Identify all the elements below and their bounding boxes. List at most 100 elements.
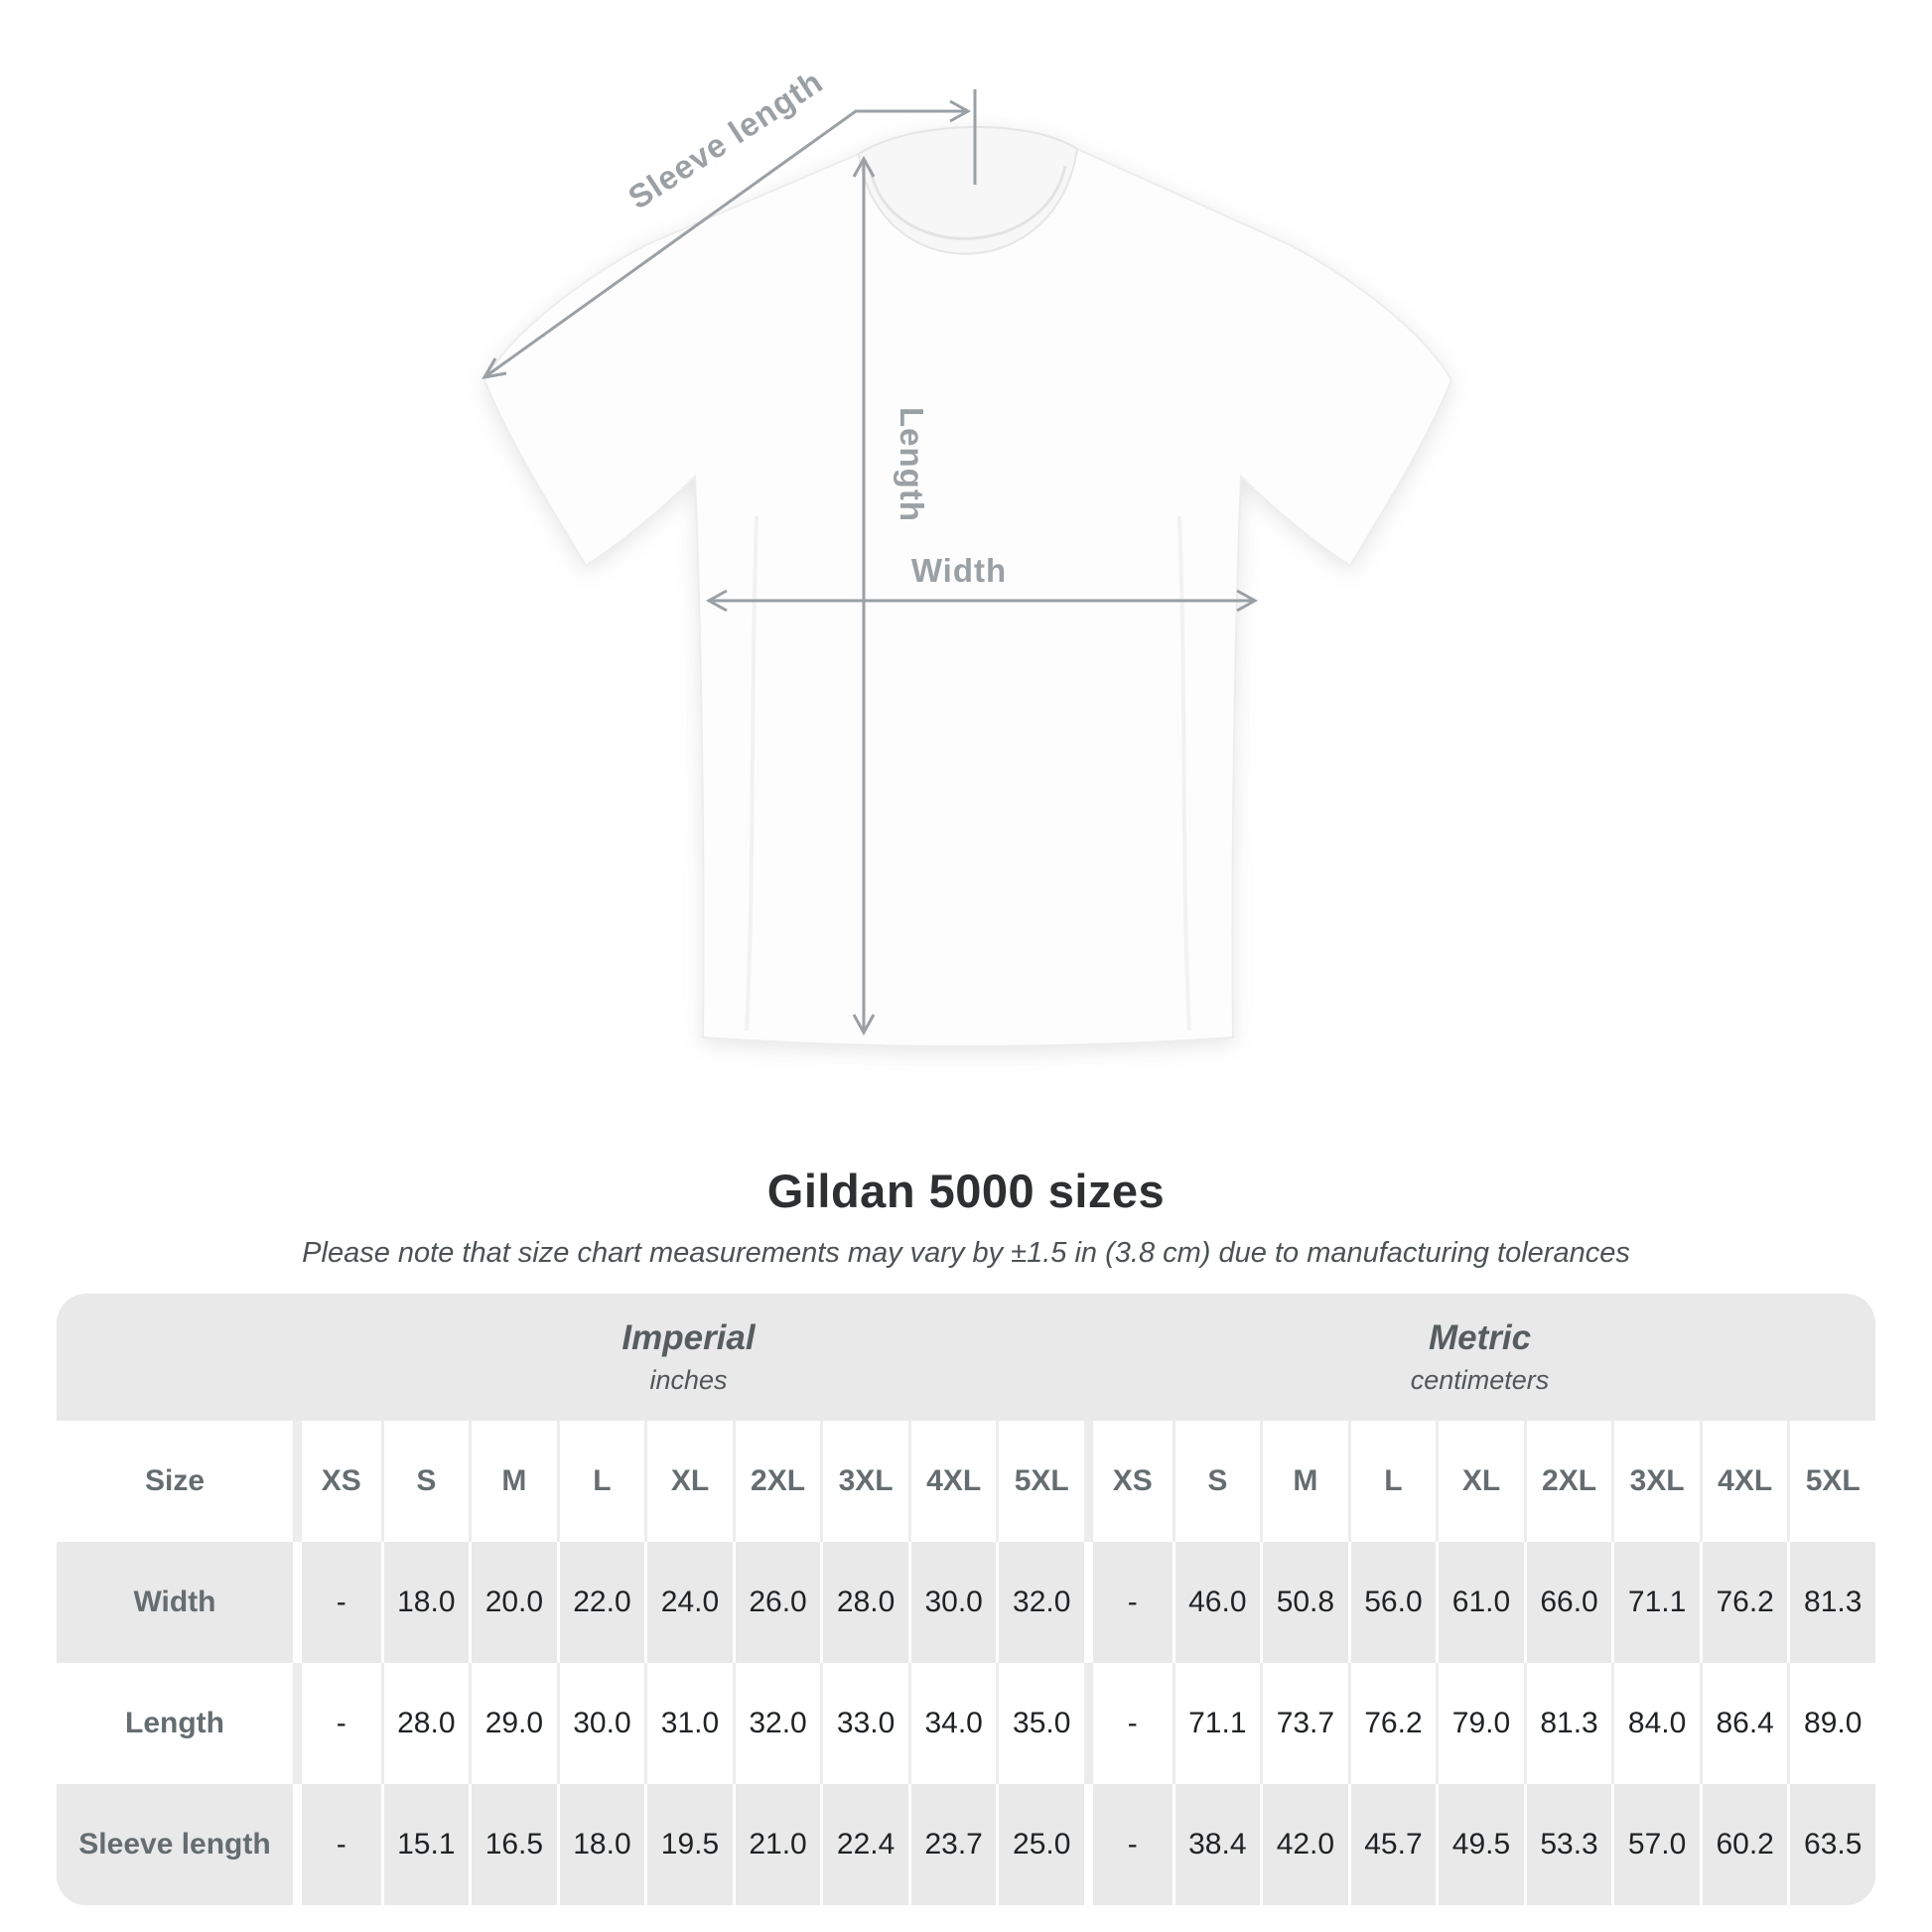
- cell-value: 38.4: [1172, 1784, 1261, 1905]
- cell-value: 50.8: [1260, 1542, 1348, 1663]
- row-label: Length: [57, 1663, 293, 1784]
- size-header: M: [469, 1421, 557, 1542]
- sleeve-length-arrow: [483, 109, 968, 379]
- cell-value: 32.0: [732, 1663, 821, 1784]
- size-header: 4XL: [907, 1421, 997, 1542]
- page-title: Gildan 5000 sizes: [766, 1165, 1166, 1217]
- sleeve-length-arrowhead-left: [482, 357, 507, 380]
- cell-value: 89.0: [1787, 1663, 1875, 1784]
- cell-value: 71.1: [1172, 1663, 1261, 1784]
- cell-value: 63.5: [1787, 1784, 1875, 1905]
- cell-value: 33.0: [820, 1663, 908, 1784]
- size-header: 5XL: [1787, 1421, 1875, 1542]
- cell-value: 81.3: [1523, 1663, 1612, 1784]
- size-header: 2XL: [732, 1421, 821, 1542]
- cell-value: 53.3: [1523, 1784, 1612, 1905]
- cell-value: 16.5: [469, 1784, 557, 1905]
- cell-value: 18.0: [556, 1784, 645, 1905]
- cell-value: 81.3: [1787, 1542, 1875, 1663]
- unit-group-unit: inches: [649, 1365, 728, 1395]
- size-col-header: Size: [57, 1421, 293, 1542]
- cell-value: -: [1084, 1542, 1173, 1663]
- cell-value: 45.7: [1347, 1784, 1437, 1905]
- tolerance-note: Please note that size chart measurements…: [302, 1237, 1630, 1269]
- cell-value: 86.4: [1699, 1663, 1788, 1784]
- cell-value: 49.5: [1436, 1784, 1524, 1905]
- cell-value: 30.0: [556, 1663, 645, 1784]
- cell-value: 15.1: [380, 1784, 470, 1905]
- cell-value: 84.0: [1611, 1663, 1700, 1784]
- size-header: XL: [1436, 1421, 1524, 1542]
- cell-value: 22.0: [556, 1542, 645, 1663]
- cell-value: -: [1084, 1784, 1173, 1905]
- cell-value: 30.0: [907, 1542, 997, 1663]
- cell-value: 34.0: [907, 1663, 997, 1784]
- width-arrowhead-left: [705, 589, 728, 613]
- size-header: S: [380, 1421, 470, 1542]
- size-header: XS: [1084, 1421, 1173, 1542]
- cell-value: 29.0: [469, 1663, 557, 1784]
- row-label: Sleeve length: [57, 1784, 293, 1905]
- cell-value: 60.2: [1699, 1784, 1788, 1905]
- width-arrowhead-right: [1236, 589, 1259, 613]
- cell-value: 71.1: [1611, 1542, 1700, 1663]
- tshirt-fold-left: [745, 515, 759, 1032]
- cell-value: 22.4: [820, 1784, 908, 1905]
- tshirt-illustration: [483, 126, 1453, 1047]
- size-table: Imperial inches Metric centimeters Size XS S M L…: [57, 1294, 1875, 1905]
- width-label: Width: [911, 552, 1007, 589]
- cell-value: 21.0: [732, 1784, 821, 1905]
- cell-value: 26.0: [732, 1542, 821, 1663]
- cell-value: 23.7: [907, 1784, 997, 1905]
- cell-value: 76.2: [1347, 1663, 1437, 1784]
- cell-value: 79.0: [1436, 1663, 1524, 1784]
- cell-value: 56.0: [1347, 1542, 1437, 1663]
- cell-value: 57.0: [1611, 1784, 1700, 1905]
- size-header: 2XL: [1523, 1421, 1612, 1542]
- size-header: 5XL: [996, 1421, 1084, 1542]
- cell-value: -: [1084, 1663, 1173, 1784]
- cell-value: 31.0: [644, 1663, 733, 1784]
- size-header: 3XL: [1611, 1421, 1700, 1542]
- cell-value: 61.0: [1436, 1542, 1524, 1663]
- cell-value: 28.0: [820, 1542, 908, 1663]
- cell-value: 42.0: [1260, 1784, 1348, 1905]
- size-header: XS: [293, 1421, 381, 1542]
- cell-value: 35.0: [996, 1663, 1084, 1784]
- unit-group-imperial: Imperial inches: [293, 1294, 1084, 1421]
- length-arrowhead-top: [852, 155, 876, 178]
- cell-value: 76.2: [1699, 1542, 1788, 1663]
- unit-band-spacer: [57, 1294, 293, 1421]
- cell-value: 24.0: [644, 1542, 733, 1663]
- unit-group-name: Metric: [1428, 1318, 1532, 1357]
- size-header: 4XL: [1699, 1421, 1788, 1542]
- cell-value: 73.7: [1260, 1663, 1348, 1784]
- size-header: M: [1260, 1421, 1348, 1542]
- size-header: L: [556, 1421, 645, 1542]
- cell-value: 66.0: [1523, 1542, 1612, 1663]
- size-header: L: [1347, 1421, 1437, 1542]
- tshirt-fold-right: [1177, 515, 1191, 1032]
- tshirt-collar-rib: [869, 165, 1067, 240]
- tshirt-body: [483, 126, 1453, 1047]
- unit-group-metric: Metric centimeters: [1084, 1294, 1875, 1421]
- cell-value: 25.0: [996, 1784, 1084, 1905]
- size-header: XL: [644, 1421, 733, 1542]
- unit-group-name: Imperial: [621, 1318, 756, 1357]
- cell-value: -: [293, 1784, 381, 1905]
- cell-value: 19.5: [644, 1784, 733, 1905]
- dimension-annotations: [482, 89, 1259, 1036]
- cell-value: -: [293, 1663, 381, 1784]
- cell-value: 32.0: [996, 1542, 1084, 1663]
- sleeve-length-arrowhead-right: [949, 99, 972, 123]
- cell-value: 28.0: [380, 1663, 470, 1784]
- tshirt-size-diagram: Sleeve length Length Width: [482, 63, 1453, 1047]
- size-header: S: [1172, 1421, 1261, 1542]
- length-label: Length: [894, 407, 930, 522]
- cell-value: 18.0: [380, 1542, 470, 1663]
- row-label: Width: [57, 1542, 293, 1663]
- cell-value: -: [293, 1542, 381, 1663]
- unit-group-unit: centimeters: [1410, 1365, 1550, 1395]
- cell-value: 20.0: [469, 1542, 557, 1663]
